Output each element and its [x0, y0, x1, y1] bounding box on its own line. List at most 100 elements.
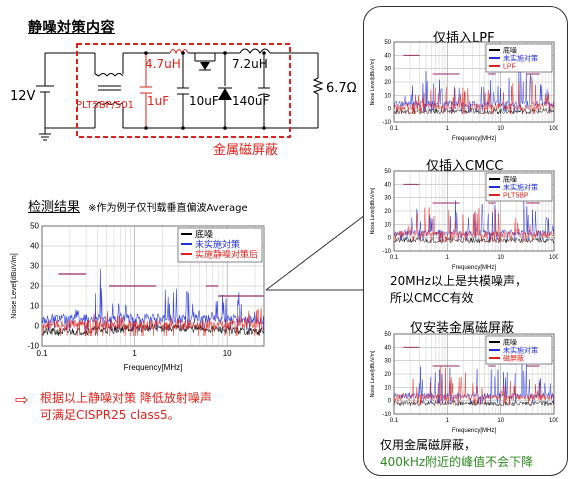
y-tick-label: 30 — [384, 67, 391, 73]
series-trace — [393, 77, 555, 115]
circuit-diagram — [36, 43, 324, 141]
main-noise-chart: -10 0 10 20 30 40 50 0.1 1 10 Frequency[MHz] Noise … — [8, 222, 268, 372]
y-tick-label: -10 — [382, 412, 391, 418]
cmcc-label: PLT5BP/501 — [76, 100, 135, 111]
x-tick-label: 1 — [446, 255, 450, 261]
l2-label: 7.2uH — [232, 57, 268, 71]
plot-frame — [393, 170, 555, 252]
shield-note-line2: 400kHz附近的峰值不会下降 — [380, 455, 534, 469]
chart-svg: -10 0 10 20 30 40 50 0.1 1 10 Frequency[MHz] Noise … — [11, 222, 265, 372]
results-heading: 检测结果 ※作为例子仅刊载垂直偏波Average — [28, 196, 248, 215]
shield-note: 仅用金属磁屏蔽， 400kHz附近的峰值不会下降 — [380, 437, 533, 471]
legend-label: 底噪 — [503, 338, 517, 347]
x-tick-label: 1 — [446, 418, 450, 424]
x-tick-label: 1 — [132, 349, 137, 358]
y-tick-label: 10 — [384, 93, 391, 99]
legend-label: 未实施对策 — [503, 54, 538, 63]
y-tick-label: 20 — [384, 80, 391, 86]
legend-label: 未实施对策 — [503, 183, 538, 192]
legend-label: PLT5BP — [503, 193, 529, 200]
lpf-noise-chart: -10 0 10 20 30 40 50 0.1 1 10 100 Frequency[MHz] Noi… — [368, 38, 560, 142]
shield-note-line1: 仅用金属磁屏蔽， — [380, 438, 477, 452]
c3-label: 140uF — [232, 94, 270, 108]
x-tick-label: 0.1 — [390, 255, 399, 261]
series-trace — [41, 268, 265, 331]
y-tick-label: 30 — [30, 262, 39, 271]
cmcc-note-line1: 20MHz以上是共模噪声， — [390, 274, 527, 288]
plot-frame — [393, 333, 555, 415]
legend-label: 实施静噪对策后 — [195, 249, 258, 260]
c1-label: 1uF — [147, 94, 170, 108]
cmcc-note-line2: 所以CMCC有效 — [390, 291, 474, 305]
shield-label: 金属磁屏蔽 — [213, 143, 279, 158]
y-tick-label: 10 — [384, 385, 391, 391]
source-voltage-label: 12V — [10, 89, 36, 104]
y-tick-label: 0 — [388, 399, 392, 405]
y-tick-label: 50 — [384, 332, 391, 338]
y-tick-label: 50 — [384, 169, 391, 175]
panel-title-cmcc: 仅插入CMCC — [426, 159, 504, 174]
series-trace — [393, 236, 555, 244]
x-tick-label: 1 — [446, 126, 450, 132]
y-tick-label: 30 — [384, 359, 391, 365]
x-tick-label: 0.1 — [36, 349, 48, 358]
y-tick-label: -10 — [27, 342, 39, 351]
cmcc-noise-chart: -10 0 10 20 30 40 50 0.1 1 10 100 Frequency[MHz] Noi… — [368, 167, 560, 271]
series-trace — [41, 307, 265, 337]
x-tick-label: 10 — [497, 255, 504, 261]
series-trace — [393, 207, 555, 242]
x-tick-label: 10 — [223, 349, 232, 358]
y-tick-label: 20 — [384, 209, 391, 215]
shield-noise-chart: -10 0 10 20 30 40 50 0.1 1 10 100 Frequency[MHz] Noi… — [368, 330, 560, 434]
chart-svg: -10 0 10 20 30 40 50 0.1 1 10 100 Frequency[MHz] Noi… — [370, 169, 560, 271]
y-axis-label: Noise Level[dBuV/m] — [11, 253, 18, 318]
x-axis-label: Frequency[MHz] — [124, 363, 183, 372]
y-tick-label: 10 — [384, 222, 391, 228]
y-axis-label: Noise Level[dBuV/m] — [370, 187, 376, 234]
l1-label: 4.7uH — [145, 57, 181, 71]
arrow-icon: ⇨ — [15, 390, 29, 409]
y-tick-label: 40 — [384, 53, 391, 59]
y-tick-label: 50 — [384, 40, 391, 46]
x-tick-label: 100 — [549, 255, 558, 261]
y-tick-label: 10 — [30, 302, 39, 311]
y-tick-label: 20 — [384, 372, 391, 378]
x-tick-label: 100 — [549, 126, 558, 132]
cmcc-note: 20MHz以上是共模噪声， 所以CMCC有效 — [390, 273, 527, 307]
x-tick-label: 100 — [549, 418, 558, 424]
x-tick-label: 0.1 — [390, 126, 399, 132]
y-tick-label: 50 — [30, 222, 39, 231]
series-trace — [393, 107, 555, 115]
x-tick-label: 10 — [497, 126, 504, 132]
conclusion: 根据以上静噪对策 降低放射噪声 可满足CISPR25 class5。 — [40, 390, 212, 424]
y-tick-label: -10 — [382, 120, 391, 126]
y-tick-label: 40 — [30, 242, 39, 251]
legend-label: 未实施对策 — [503, 346, 538, 355]
plot-frame — [393, 41, 555, 123]
y-tick-label: 0 — [388, 236, 392, 242]
x-tick-label: 0.1 — [390, 418, 399, 424]
plot-frame — [41, 225, 265, 347]
legend-label: 底噪 — [503, 175, 517, 184]
x-axis-label: Frequency[MHz] — [452, 136, 496, 142]
panel-title-shield: 仅安装金属磁屏蔽 — [410, 321, 515, 336]
y-axis-label: Noise Level[dBuV/m] — [370, 58, 376, 105]
circuit-title: 静噪対策内容 — [28, 20, 115, 36]
shield-boundary — [76, 43, 291, 138]
legend-label: 未实施対策 — [195, 239, 240, 250]
y-tick-label: 0 — [35, 322, 40, 331]
x-axis-label: Frequency[MHz] — [452, 428, 496, 434]
y-tick-label: 30 — [384, 196, 391, 202]
y-axis-label: Noise Level[dBuV/m] — [370, 350, 376, 397]
legend-label: LPF — [503, 64, 516, 71]
chart-svg: -10 0 10 20 30 40 50 0.1 1 10 100 Frequency[MHz] Noi… — [370, 332, 560, 434]
y-tick-label: 40 — [384, 182, 391, 188]
legend-label: 磁屏蔽 — [503, 354, 524, 363]
conclusion-line2: 可满足CISPR25 class5。 — [40, 408, 180, 422]
series-trace — [393, 366, 555, 405]
y-tick-label: 40 — [384, 345, 391, 351]
conclusion-line1: 根据以上静噪对策 降低放射噪声 — [40, 391, 212, 405]
results-subtitle: ※作为例子仅刊载垂直偏波Average — [88, 203, 248, 214]
legend-label: 底噪 — [195, 229, 213, 240]
